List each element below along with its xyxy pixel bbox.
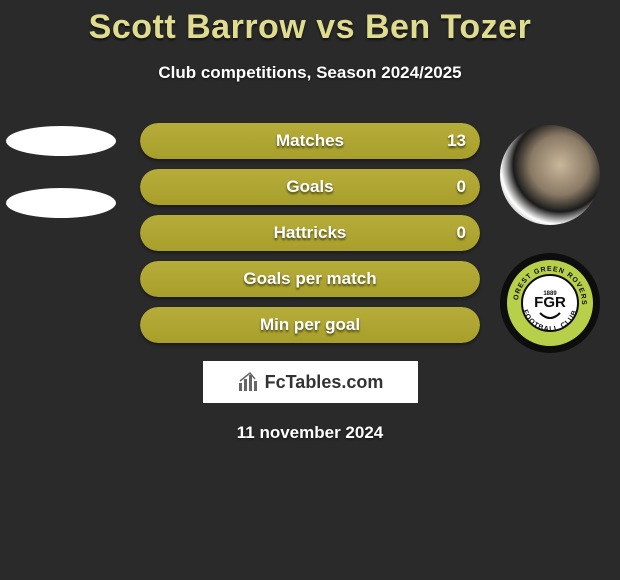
badge-year: 1889 [543,291,557,297]
stat-row: Hattricks0 [140,215,480,251]
stat-value-right: 0 [457,169,466,205]
watermark-text: FcTables.com [265,372,384,393]
watermark: FcTables.com [203,361,418,403]
stat-row: Goals0 [140,169,480,205]
stat-label: Goals per match [140,261,480,297]
left-player-avatars [6,126,116,218]
stat-row: Matches13 [140,123,480,159]
page-title: Scott Barrow vs Ben Tozer [0,0,620,47]
stat-value-right: 0 [457,215,466,251]
player-photo [500,125,600,225]
club-badge-svg: FOREST GREEN ROVERS FOOTBALL CLUB FGR 18… [504,257,596,349]
date-line: 11 november 2024 [0,423,620,443]
stat-row: Min per goal [140,307,480,343]
stat-label: Goals [140,169,480,205]
stat-label: Min per goal [140,307,480,343]
stat-row: Goals per match [140,261,480,297]
right-player-avatars: FOREST GREEN ROVERS FOOTBALL CLUB FGR 18… [500,125,600,353]
chart-icon [237,371,259,393]
stat-label: Matches [140,123,480,159]
subtitle: Club competitions, Season 2024/2025 [0,63,620,83]
club-badge: FOREST GREEN ROVERS FOOTBALL CLUB FGR 18… [500,253,600,353]
stat-label: Hattricks [140,215,480,251]
player-avatar-placeholder [6,126,116,156]
stats-area: FOREST GREEN ROVERS FOOTBALL CLUB FGR 18… [0,123,620,343]
club-badge-placeholder [6,188,116,218]
stat-value-right: 13 [447,123,466,159]
